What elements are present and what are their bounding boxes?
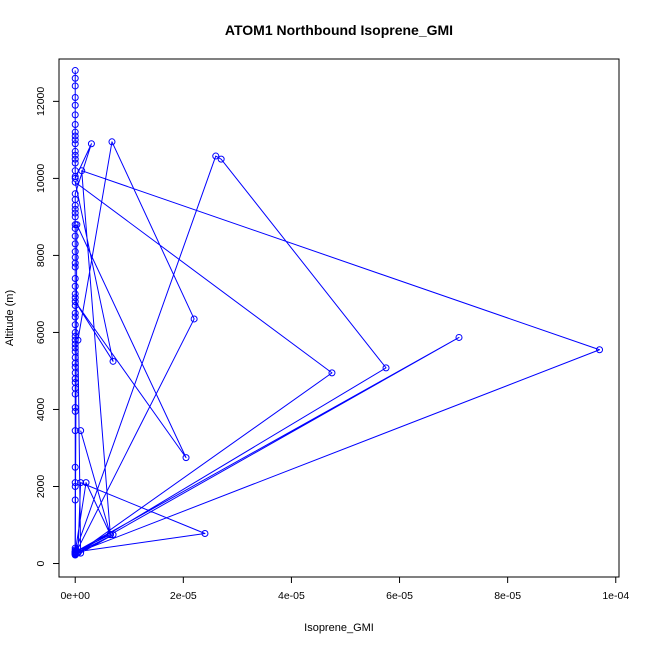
y-tick-label: 12000 [35,87,47,116]
data-point [201,529,209,537]
y-tick-label: 10000 [35,164,47,193]
y-tick-label: 8000 [35,244,47,268]
data-point [73,221,81,229]
data-point [78,167,86,175]
x-axis-label: Isoprene_GMI [304,622,374,634]
data-point [71,298,79,306]
data-point [108,138,116,146]
data-point [455,333,463,341]
x-tick-label: 8e-05 [494,590,521,602]
data-point [71,275,79,283]
data-point [71,407,79,415]
data-point [71,321,79,329]
data-point [74,336,82,344]
data-point [71,404,79,412]
data-point [71,224,79,232]
data-point [71,496,79,504]
data-point [74,548,82,556]
data-point [596,346,604,354]
data-point [106,531,114,539]
chart-title: ATOM1 Northbound Isoprene_GMI [225,22,453,38]
x-tick-label: 6e-05 [386,590,413,602]
data-point [71,147,79,155]
series-line-2 [74,141,601,554]
data-point [71,205,79,213]
data-point [71,159,79,167]
data-point [71,290,79,298]
y-tick-label: 6000 [35,321,47,345]
data-point [71,301,79,309]
data-point [71,328,79,336]
y-axis: 0 2000 4000 6000 8000 10000 12000 [35,87,59,566]
data-point [71,120,79,128]
data-point [71,336,79,344]
data-point [77,479,85,487]
data-point [71,132,79,140]
y-tick-label: 0 [35,560,47,566]
data-point [328,369,336,377]
data-point [71,101,79,109]
data-point [71,313,79,321]
plot-frame [58,58,620,578]
data-point [71,479,79,487]
data-point [71,136,79,144]
data-point [71,482,79,490]
data-point [71,344,79,352]
data-point [71,209,79,217]
data-point [82,479,90,487]
data-point [212,152,220,160]
data-point [71,240,79,248]
data-point [71,178,79,186]
y-axis-label: Altitude (m) [4,290,16,346]
x-tick-label: 1e-04 [602,590,629,602]
data-point [71,359,79,367]
data-point [71,213,79,221]
x-tick-label: 4e-05 [278,590,305,602]
data-point [71,140,79,148]
data-point [71,111,79,119]
data-point [77,427,85,435]
data-point [109,357,117,365]
data-point [71,232,79,240]
data-point [71,151,79,159]
x-tick-label: 0e+00 [60,590,90,602]
data-point [182,454,190,462]
data-point [71,309,79,317]
data-point [71,548,79,556]
x-axis: 0e+00 2e-05 4e-05 6e-05 8e-05 1e-04 [60,577,629,602]
data-point [71,259,79,267]
data-point [73,549,81,557]
data-point [71,263,79,271]
data-point [71,74,79,82]
data-point [73,547,81,555]
data-point [71,282,79,290]
data-point [190,315,198,323]
data-point [71,463,79,471]
y-tick-label: 2000 [35,475,47,499]
series-layer [74,70,601,556]
data-point [217,155,225,163]
data-point [71,67,79,75]
data-point [71,174,79,182]
data-point [71,94,79,102]
data-point [71,294,79,302]
data-point [87,140,95,148]
data-point [109,531,117,539]
data-point [71,128,79,136]
data-point [71,427,79,435]
points-layer [71,67,604,559]
data-point [382,364,390,372]
data-point [71,390,79,398]
data-point [71,155,79,163]
data-point [71,201,79,209]
x-tick-label: 2e-05 [170,590,197,602]
y-tick-label: 4000 [35,398,47,422]
data-point [71,82,79,90]
data-point [71,375,79,383]
